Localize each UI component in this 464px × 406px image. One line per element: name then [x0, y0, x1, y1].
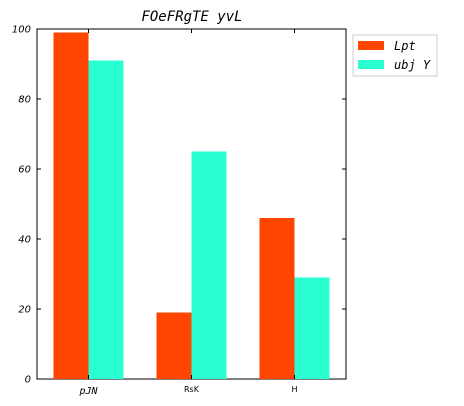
- bar-lpt-pjn: [53, 32, 89, 379]
- y-tick-label: 0: [25, 375, 31, 386]
- legend-label-lpt: Lpt: [394, 39, 416, 53]
- y-tick-label: 60: [18, 165, 31, 176]
- x-tick-label: H: [291, 385, 297, 394]
- bar-ubj-y-rsk: [191, 151, 227, 379]
- chart-title: FOeFRgTE yvL: [141, 9, 242, 25]
- y-axis: 0 20 40 60 80 100: [12, 25, 346, 386]
- x-axis: pJN RsK H: [78, 29, 298, 397]
- y-tick-label: 100: [12, 25, 31, 36]
- bar-ubj-y-h: [294, 277, 330, 379]
- y-tick-label: 20: [18, 305, 31, 316]
- bar-lpt-h: [259, 218, 295, 379]
- x-tick-label: pJN: [78, 386, 98, 397]
- y-tick-label: 80: [18, 95, 31, 106]
- legend-swatch-ubj-y: [358, 60, 384, 69]
- legend: Lpt ubj Y: [352, 34, 438, 77]
- y-tick-label: 40: [18, 235, 31, 246]
- x-tick-label: RsK: [184, 385, 200, 394]
- bars: [53, 32, 330, 379]
- legend-label-ubj-y: ubj Y: [394, 58, 431, 72]
- legend-swatch-lpt: [358, 41, 384, 50]
- legend-box: [352, 34, 438, 77]
- bar-ubj-y-pjn: [88, 60, 124, 379]
- bar-lpt-rsk: [156, 312, 192, 379]
